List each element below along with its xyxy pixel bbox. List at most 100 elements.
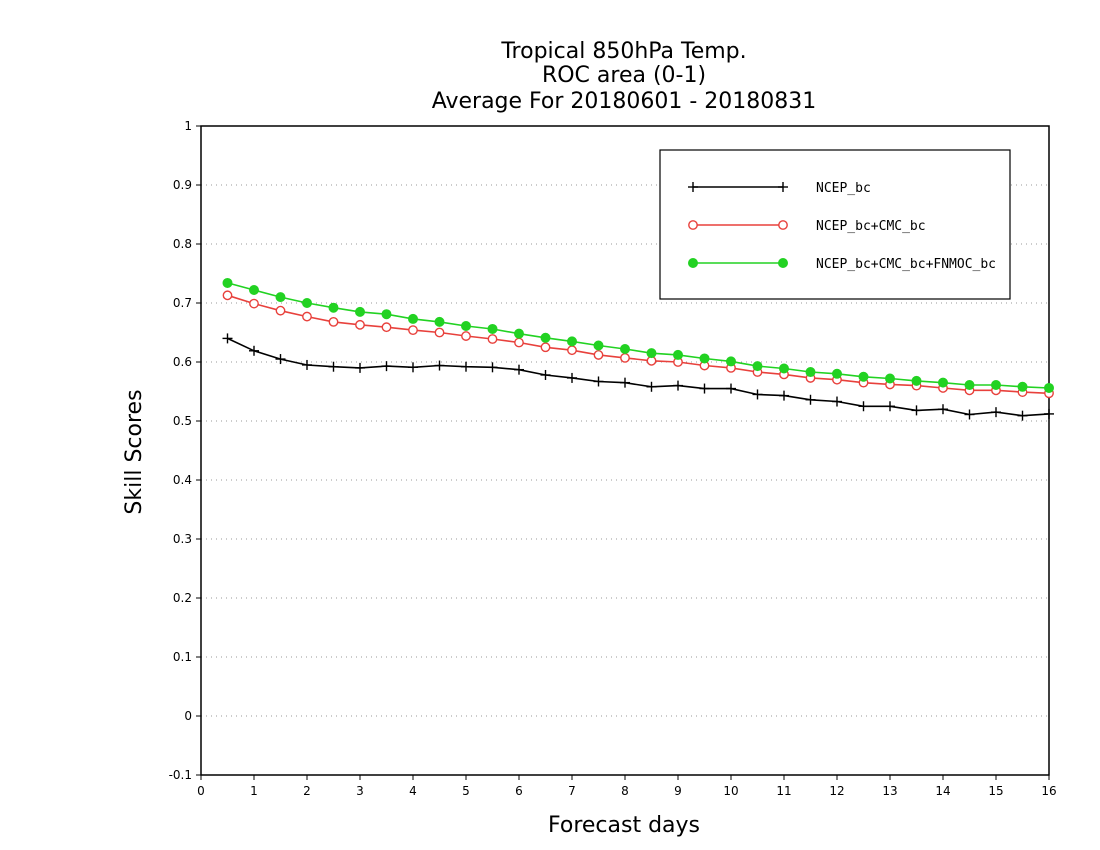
x-tick-label: 14 xyxy=(935,784,950,798)
legend-marker xyxy=(778,258,788,268)
x-tick-label: 1 xyxy=(250,784,258,798)
data-point xyxy=(832,396,842,407)
title-line-1: Tropical 850hPa Temp. xyxy=(500,39,746,64)
data-point xyxy=(832,368,842,379)
x-tick-label: 16 xyxy=(1041,784,1056,798)
data-point xyxy=(487,323,498,334)
data-point xyxy=(620,352,630,363)
y-axis-ticks: -0.1 0 0.1 0.2 0.3 0.4 0.5 0.6 0.7 0.8 0.9 1 xyxy=(169,119,201,782)
series-3 xyxy=(222,277,1054,393)
x-tick-label: 9 xyxy=(674,784,682,798)
data-point xyxy=(673,380,683,391)
title-line-2: ROC area (0-1) xyxy=(542,63,706,88)
y-tick-label: 0.9 xyxy=(173,178,192,192)
y-tick-label: -0.1 xyxy=(169,768,192,782)
data-point xyxy=(275,292,286,303)
y-tick-label: 0.1 xyxy=(173,650,192,664)
data-point xyxy=(249,298,259,309)
x-tick-label: 5 xyxy=(462,784,470,798)
data-point xyxy=(328,316,339,327)
data-point xyxy=(805,394,816,405)
data-point xyxy=(275,354,286,365)
data-point xyxy=(938,404,948,415)
data-point xyxy=(726,383,736,394)
data-point xyxy=(593,376,604,387)
legend-label: NCEP_bc+CMC_bc+FNMOC_bc xyxy=(816,257,996,272)
data-point xyxy=(646,348,657,359)
data-point xyxy=(1044,408,1054,419)
legend: NCEP_bc NCEP_bc+CMC_bc NCEP_bc+CMC_bc+FNMO… xyxy=(659,149,1011,300)
data-point xyxy=(673,349,683,360)
y-axis-label: Skill Scores xyxy=(122,389,147,514)
data-point xyxy=(567,336,577,347)
series-1 xyxy=(222,333,1054,421)
x-axis-label: Forecast days xyxy=(548,813,700,838)
data-point xyxy=(991,407,1001,418)
legend-label: NCEP_bc xyxy=(816,181,871,196)
data-point xyxy=(434,316,445,327)
x-tick-label: 11 xyxy=(776,784,791,798)
y-tick-label: 0.6 xyxy=(173,355,192,369)
chart-title: Tropical 850hPa Temp. ROC area (0-1) Ave… xyxy=(432,39,817,114)
data-point xyxy=(938,377,948,388)
data-point xyxy=(487,362,498,373)
data-point xyxy=(991,380,1001,391)
data-point xyxy=(593,350,604,360)
data-point xyxy=(302,311,312,322)
legend-marker xyxy=(778,182,788,192)
data-point xyxy=(355,362,365,373)
x-tick-label: 6 xyxy=(515,784,523,798)
series-layer xyxy=(222,277,1054,421)
data-point xyxy=(302,359,312,370)
x-tick-label: 2 xyxy=(303,784,311,798)
data-point xyxy=(381,361,392,372)
data-point xyxy=(514,337,524,348)
x-tick-label: 13 xyxy=(882,784,897,798)
legend-marker xyxy=(688,220,698,230)
legend-marker xyxy=(778,220,788,230)
x-tick-label: 7 xyxy=(568,784,576,798)
data-point xyxy=(752,389,763,400)
series-2 xyxy=(222,290,1054,399)
data-point xyxy=(779,390,789,401)
data-point xyxy=(355,306,365,317)
y-tick-label: 0.8 xyxy=(173,237,192,251)
data-point xyxy=(540,332,551,343)
data-point xyxy=(805,367,816,378)
title-line-3: Average For 20180601 - 20180831 xyxy=(432,89,817,114)
data-point xyxy=(858,371,869,382)
y-tick-label: 0.7 xyxy=(173,296,192,310)
data-point xyxy=(487,334,498,344)
x-axis-ticks: 0 1 2 3 4 5 6 7 8 9 10 11 12 13 14 15 16 xyxy=(197,775,1057,798)
series-line xyxy=(227,337,1050,417)
data-point xyxy=(567,345,577,356)
data-point xyxy=(222,333,233,344)
plot-area-frame xyxy=(200,125,1050,776)
data-point xyxy=(1017,410,1028,421)
data-point xyxy=(620,377,630,388)
data-point xyxy=(434,327,445,338)
y-tick-label: 0.3 xyxy=(173,532,192,546)
data-point xyxy=(911,405,922,416)
data-point xyxy=(249,345,259,356)
data-point xyxy=(222,290,233,301)
data-point xyxy=(620,344,630,355)
data-point xyxy=(540,369,551,380)
data-point xyxy=(885,401,895,412)
legend-item: NCEP_bc+CMC_bc+FNMOC_bc xyxy=(688,257,996,272)
y-tick-label: 0.2 xyxy=(173,591,192,605)
x-tick-label: 3 xyxy=(356,784,364,798)
data-point xyxy=(1044,382,1054,393)
data-point xyxy=(408,313,418,324)
data-point xyxy=(885,373,895,384)
data-point xyxy=(461,331,471,341)
data-point xyxy=(567,372,577,383)
data-point xyxy=(779,363,789,374)
legend-marker xyxy=(688,258,698,268)
data-point xyxy=(408,325,418,336)
data-point xyxy=(328,302,339,313)
data-point xyxy=(964,409,975,420)
data-point xyxy=(222,277,233,288)
data-point xyxy=(355,319,365,330)
